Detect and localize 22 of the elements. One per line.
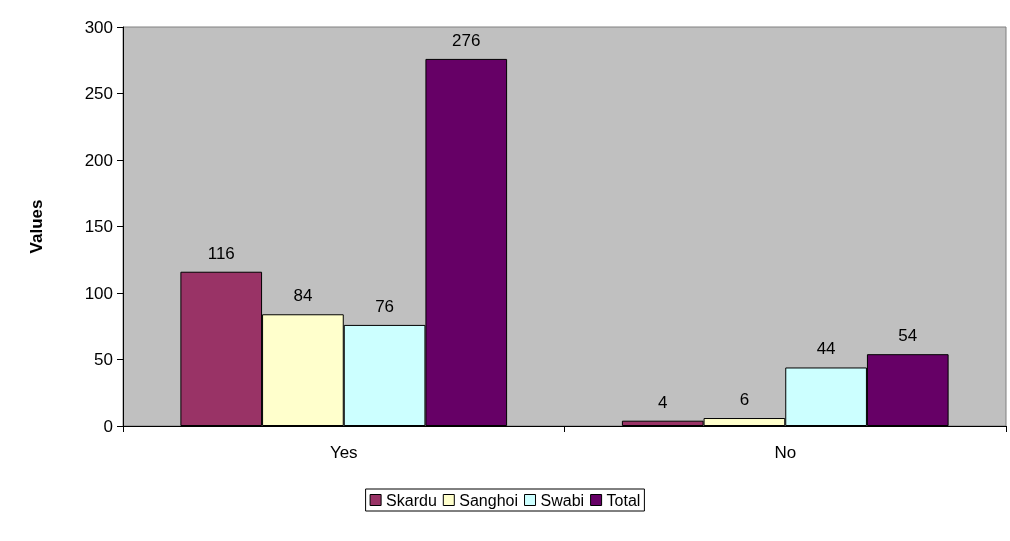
y-tick-label: 0: [103, 416, 113, 436]
data-label: 54: [898, 326, 918, 346]
y-tick-label: 300: [84, 17, 113, 37]
legend-label: Total: [606, 491, 641, 509]
y-tick-label: 50: [94, 350, 113, 369]
legend-label: Skardu: [386, 491, 437, 509]
y-axis-title: Values: [27, 199, 46, 254]
x-tick-label: Yes: [329, 443, 358, 462]
data-label: 116: [207, 243, 235, 263]
legend-label: Sanghoi: [459, 491, 519, 509]
y-tick-label: 250: [84, 84, 113, 103]
data-label: 4: [658, 392, 668, 412]
data-label: 6: [739, 390, 750, 410]
legend-label: Swabi: [540, 491, 585, 509]
data-label: 76: [375, 296, 395, 316]
y-tick-label: 100: [84, 283, 113, 303]
y-tick-label: 200: [84, 150, 113, 170]
x-tick-label: No: [774, 443, 797, 462]
y-tick-label: 150: [84, 217, 113, 236]
data-label: 84: [293, 286, 313, 306]
data-label: 276: [452, 30, 481, 50]
data-label: 44: [816, 339, 836, 359]
